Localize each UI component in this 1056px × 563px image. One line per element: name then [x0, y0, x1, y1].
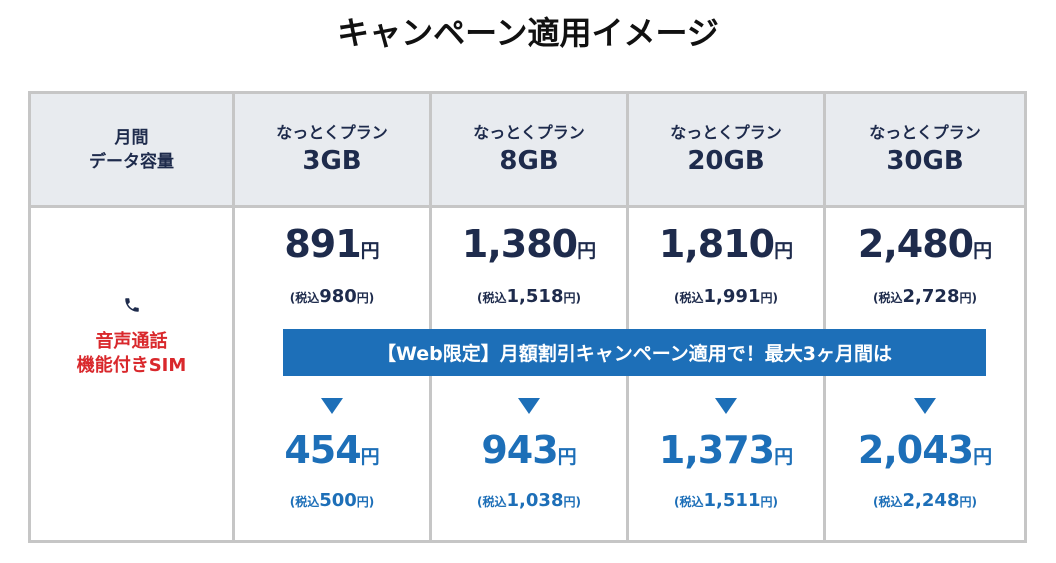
discount-price: 943円 — [432, 428, 626, 472]
discount-price-value: 2,043 — [857, 428, 974, 472]
tax-yen: 円) — [760, 291, 778, 305]
yen-unit: 円 — [360, 240, 380, 262]
discount-tax-value: 1,511 — [703, 490, 761, 511]
discount-price: 454円 — [235, 428, 429, 472]
plan-capacity: 30GB — [886, 145, 964, 176]
tax-prefix: (税込 — [289, 495, 320, 509]
tax-yen: 円) — [356, 291, 375, 305]
regular-tax-price: (税込980円) — [235, 286, 429, 307]
yen-unit: 円 — [557, 446, 577, 468]
regular-tax-value: 1,991 — [703, 286, 761, 307]
down-arrow-icon — [826, 398, 1024, 414]
down-arrow-icon — [432, 398, 626, 414]
tax-yen: 円) — [959, 291, 977, 305]
yen-unit: 円 — [774, 446, 794, 468]
plan-name: なっとくプラン — [670, 122, 782, 142]
yen-unit: 円 — [973, 446, 993, 468]
tax-yen: 円) — [563, 291, 581, 305]
tax-prefix: (税込 — [873, 291, 903, 305]
tax-prefix: (税込 — [477, 495, 507, 509]
plan-name: なっとくプラン — [473, 122, 585, 142]
tax-prefix: (税込 — [289, 291, 320, 305]
campaign-banner: 【Web限定】月額割引キャンペーン適用で！最大3ヶ月間は — [283, 329, 986, 376]
tax-yen: 円) — [356, 495, 375, 509]
discount-tax-value: 1,038 — [506, 490, 564, 511]
tax-yen: 円) — [760, 495, 778, 509]
plan-capacity: 20GB — [687, 145, 765, 176]
header-label-line1: 月間 — [114, 127, 149, 148]
page-title: キャンペーン適用イメージ — [337, 14, 719, 52]
regular-price: 1,380円 — [432, 222, 626, 266]
tax-yen: 円) — [563, 495, 581, 509]
discount-tax-price: (税込1,038円) — [432, 490, 626, 511]
price-table: 月間 データ容量 なっとくプラン 3GB なっとくプラン 8GB なっとくプラン… — [28, 91, 1027, 543]
down-arrow-icon — [235, 398, 429, 414]
tax-prefix: (税込 — [674, 291, 704, 305]
regular-tax-price: (税込1,991円) — [629, 286, 823, 307]
discount-tax-price: (税込2,248円) — [826, 490, 1024, 511]
yen-unit: 円 — [973, 240, 993, 262]
regular-price-value: 1,380 — [461, 222, 578, 266]
discount-tax-value: 2,248 — [902, 490, 960, 511]
regular-tax-value: 2,728 — [902, 286, 960, 307]
discount-tax-price: (税込1,511円) — [629, 490, 823, 511]
plan-name: なっとくプラン — [276, 122, 388, 142]
plan-header-8gb: なっとくプラン 8GB — [432, 94, 626, 205]
plan-name: なっとくプラン — [869, 122, 981, 142]
plan-header-3gb: なっとくプラン 3GB — [235, 94, 429, 205]
regular-tax-value: 1,518 — [506, 286, 564, 307]
plan-header-20gb: なっとくプラン 20GB — [629, 94, 823, 205]
regular-price: 891円 — [235, 222, 429, 266]
row-label-line2: 機能付きSIM — [76, 355, 187, 376]
regular-tax-price: (税込1,518円) — [432, 286, 626, 307]
down-arrow-icon — [629, 398, 823, 414]
discount-tax-value: 500 — [319, 490, 357, 511]
regular-price-value: 891 — [284, 222, 361, 266]
plan-capacity: 3GB — [302, 145, 362, 176]
discount-price-value: 943 — [481, 428, 558, 472]
discount-price: 2,043円 — [826, 428, 1024, 472]
phone-icon — [124, 298, 139, 312]
yen-unit: 円 — [360, 446, 380, 468]
row-label-cell: 音声通話 機能付きSIM — [31, 208, 232, 540]
header-label-cell: 月間 データ容量 — [31, 94, 232, 205]
plan-header-30gb: なっとくプラン 30GB — [826, 94, 1024, 205]
discount-price: 1,373円 — [629, 428, 823, 472]
regular-tax-value: 980 — [319, 286, 357, 307]
regular-price-value: 2,480 — [857, 222, 974, 266]
discount-tax-price: (税込500円) — [235, 490, 429, 511]
yen-unit: 円 — [577, 240, 597, 262]
tax-prefix: (税込 — [477, 291, 507, 305]
regular-price: 1,810円 — [629, 222, 823, 266]
regular-price: 2,480円 — [826, 222, 1024, 266]
discount-price-value: 454 — [284, 428, 361, 472]
tax-prefix: (税込 — [873, 495, 903, 509]
tax-prefix: (税込 — [674, 495, 704, 509]
yen-unit: 円 — [774, 240, 794, 262]
tax-yen: 円) — [959, 495, 977, 509]
plan-capacity: 8GB — [499, 145, 559, 176]
regular-tax-price: (税込2,728円) — [826, 286, 1024, 307]
discount-price-value: 1,373 — [658, 428, 775, 472]
row-label-line1: 音声通話 — [95, 331, 168, 352]
regular-price-value: 1,810 — [658, 222, 775, 266]
header-label-line2: データ容量 — [89, 151, 174, 172]
